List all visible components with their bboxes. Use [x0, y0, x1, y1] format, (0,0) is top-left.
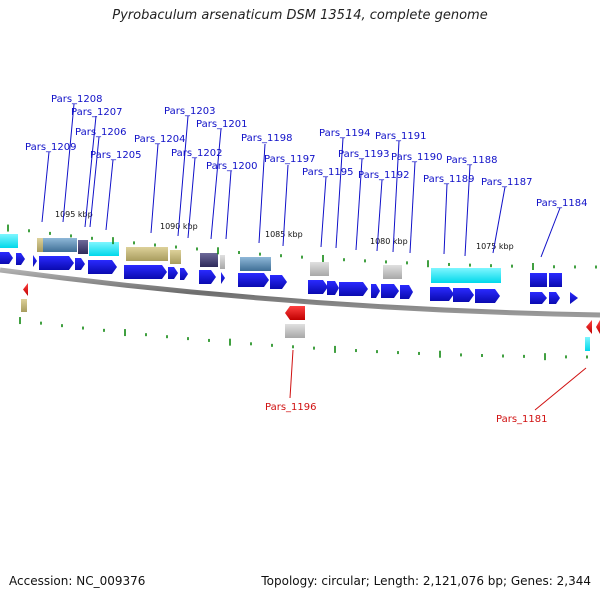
cds-arrow-reverse [285, 306, 305, 320]
gene-label: Pars_1192 [358, 170, 409, 181]
cds-arrow [430, 287, 454, 301]
gene-label: Pars_1207 [71, 107, 122, 118]
cds-arrow [270, 275, 287, 289]
feature-block [126, 247, 168, 261]
feature-block [78, 240, 88, 254]
cds-arrow [570, 292, 578, 304]
cds-arrow [75, 258, 85, 270]
gene-label: Pars_1196 [265, 402, 316, 413]
gene-label: Pars_1190 [391, 152, 442, 163]
kbp-label: 1095 kbp [55, 210, 93, 219]
genome-backbone [0, 267, 600, 318]
feature-block [200, 253, 218, 267]
reverse-features [21, 283, 600, 351]
scale-ticks-lower [19, 317, 588, 361]
feature-block [21, 299, 27, 312]
cds-arrow [327, 281, 339, 295]
gene-label: Pars_1205 [90, 150, 141, 161]
scale-ticks-upper [7, 224, 597, 271]
feature-block [220, 255, 225, 269]
gene-label: Pars_1208 [51, 94, 102, 105]
cds-block [530, 273, 547, 287]
cds-arrow [33, 255, 37, 267]
gene-label: Pars_1197 [264, 154, 315, 165]
feature-block [89, 242, 119, 256]
gene-label: Pars_1202 [171, 148, 222, 159]
feature-block [37, 238, 77, 252]
accession-text: Accession: NC_009376 [9, 574, 146, 588]
feature-block [240, 257, 271, 271]
cds-arrow [308, 280, 328, 294]
kbp-label: 1080 kbp [370, 237, 408, 246]
cds-arrow-reverse [23, 283, 28, 296]
gene-label: Pars_1201 [196, 119, 247, 130]
cds-arrow [39, 256, 74, 270]
cds-arrow [238, 273, 269, 287]
gene-label: Pars_1187 [481, 177, 532, 188]
feature-block [37, 238, 43, 252]
map-title: Pyrobaculum arsenaticum DSM 13514, compl… [112, 8, 488, 23]
cds-arrow [400, 285, 413, 299]
forward-gene-callouts [41, 103, 561, 258]
forward-feature-blocks [0, 234, 501, 283]
cds-arrow [199, 270, 216, 284]
gene-label: Pars_1189 [423, 174, 474, 185]
gene-label: Pars_1206 [75, 127, 126, 138]
cds-arrow [88, 260, 117, 274]
cds-arrow [0, 252, 13, 264]
feature-block [383, 265, 402, 279]
cds-arrow [16, 253, 25, 265]
reverse-gene-labels: Pars_1196 Pars_1181 [265, 402, 547, 425]
cds-arrow [530, 292, 547, 304]
gene-label: Pars_1198 [241, 133, 292, 144]
cds-arrow [168, 267, 178, 279]
cds-arrow [549, 292, 560, 304]
gene-label: Pars_1209 [25, 142, 76, 153]
cds-block [549, 273, 562, 287]
cds-arrow-reverse [586, 320, 592, 334]
gene-label: Pars_1184 [536, 198, 587, 209]
feature-block [585, 337, 590, 351]
genome-summary-text: Topology: circular; Length: 2,121,076 bp… [261, 574, 591, 588]
cds-arrow [221, 272, 225, 284]
cds-arrow [180, 268, 188, 280]
gene-label: Pars_1200 [206, 161, 257, 172]
cds-arrow [475, 289, 500, 303]
gene-label: Pars_1191 [375, 131, 426, 142]
cds-arrow [381, 284, 399, 298]
gene-label: Pars_1203 [164, 106, 215, 117]
gene-label: Pars_1193 [338, 149, 389, 160]
feature-block [285, 324, 305, 338]
feature-block [431, 268, 501, 283]
gene-label: Pars_1181 [496, 414, 547, 425]
reverse-gene-callouts [289, 349, 587, 411]
kbp-label: 1075 kbp [476, 242, 514, 251]
cds-arrow [371, 284, 380, 298]
forward-cds-arrows [0, 252, 578, 304]
feature-block [310, 262, 329, 276]
gene-label: Pars_1195 [302, 167, 353, 178]
gene-label: Pars_1188 [446, 155, 497, 166]
cds-arrow [124, 265, 167, 279]
cds-arrow [453, 288, 474, 302]
gene-label: Pars_1204 [134, 134, 185, 145]
forward-gene-labels: Pars_1208 Pars_1207 Pars_1206 Pars_1209 … [25, 94, 587, 209]
cds-arrow [339, 282, 368, 296]
feature-block [0, 234, 18, 248]
gene-label: Pars_1194 [319, 128, 370, 139]
cds-arrow-reverse [596, 320, 600, 334]
feature-block [170, 250, 181, 264]
